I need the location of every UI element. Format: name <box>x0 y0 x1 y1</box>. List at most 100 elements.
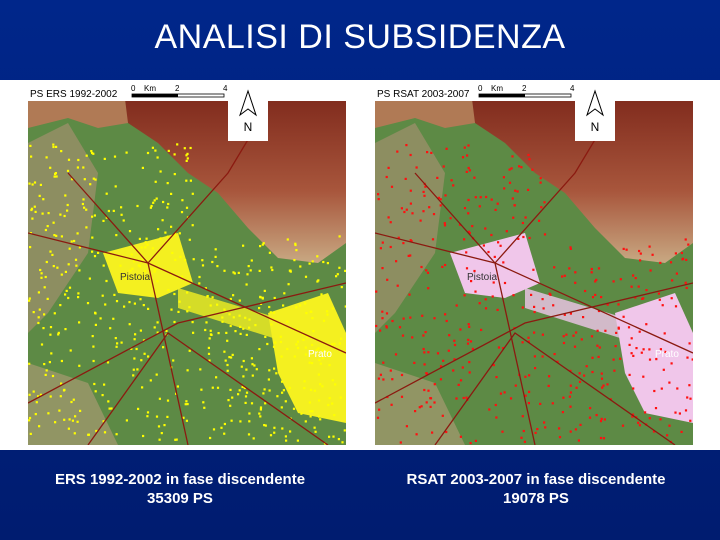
ps-point <box>612 280 615 283</box>
ps-point <box>67 296 70 300</box>
ps-point <box>91 151 94 155</box>
ps-point <box>615 331 618 334</box>
ps-point <box>666 434 669 437</box>
ps-point <box>157 228 160 231</box>
ps-point <box>651 253 654 256</box>
ps-point <box>56 266 59 269</box>
ps-point <box>203 406 206 409</box>
ps-point <box>473 269 476 273</box>
ps-point <box>308 262 311 265</box>
ps-point <box>496 202 499 205</box>
ps-point <box>556 360 559 363</box>
ps-point <box>467 230 471 233</box>
ps-point <box>313 426 316 429</box>
ps-point <box>385 326 388 329</box>
ps-point <box>467 166 470 170</box>
ps-point <box>214 255 217 258</box>
ps-point <box>328 435 331 438</box>
ps-point <box>223 432 226 435</box>
ps-point <box>86 302 90 305</box>
ps-point <box>602 437 606 440</box>
ps-point <box>192 331 195 334</box>
ps-point <box>233 272 236 275</box>
ps-point <box>321 357 324 360</box>
ps-point <box>644 411 647 414</box>
ps-point <box>563 274 566 277</box>
ps-point <box>174 258 177 261</box>
ps-point <box>379 373 382 376</box>
ps-point <box>304 420 307 423</box>
ps-point <box>258 412 261 415</box>
ps-point <box>294 243 297 247</box>
ps-point <box>668 424 671 427</box>
ps-point <box>285 439 288 442</box>
ps-point <box>304 275 308 278</box>
ps-point <box>201 264 205 267</box>
ps-point <box>140 359 143 362</box>
ps-point <box>88 277 91 280</box>
scale-label: 0 <box>478 84 483 93</box>
ps-point <box>400 373 404 377</box>
ps-point <box>399 441 402 444</box>
ps-point <box>216 303 219 306</box>
ps-point <box>146 415 149 418</box>
ps-point <box>568 267 571 270</box>
road <box>87 332 329 445</box>
ps-point <box>47 212 50 215</box>
ps-point <box>30 155 33 158</box>
ps-point <box>156 156 159 159</box>
ps-point <box>433 383 436 386</box>
ps-point <box>499 244 502 247</box>
ps-point <box>91 250 94 253</box>
ps-point <box>166 206 169 209</box>
ps-point <box>78 269 81 272</box>
ps-point <box>518 165 521 168</box>
ps-point <box>425 372 429 375</box>
ps-point <box>680 430 683 433</box>
ps-point <box>106 361 110 364</box>
ps-point <box>463 207 467 210</box>
ps-point <box>528 374 531 377</box>
ps-point <box>527 188 530 191</box>
ps-point <box>409 189 412 192</box>
ps-point <box>318 399 321 402</box>
ps-point <box>295 343 298 346</box>
ps-point <box>146 411 150 414</box>
ps-point <box>132 374 135 377</box>
ps-point <box>473 176 476 179</box>
ps-point <box>49 166 52 169</box>
ps-point <box>655 358 658 361</box>
ps-point <box>420 405 423 408</box>
ps-point <box>590 335 594 338</box>
ps-point <box>29 246 32 249</box>
ps-point <box>65 289 68 292</box>
ps-point <box>487 250 490 254</box>
ps-point <box>176 276 179 279</box>
ps-point <box>29 144 32 147</box>
ps-point <box>220 426 223 429</box>
ps-point <box>468 231 471 235</box>
ps-point <box>612 358 615 361</box>
ps-point <box>280 355 283 358</box>
ps-point <box>453 339 456 342</box>
ps-point <box>66 169 70 172</box>
ps-point <box>422 347 425 351</box>
ps-point <box>245 391 249 394</box>
ps-point <box>279 340 282 344</box>
ps-point <box>181 275 184 278</box>
north-arrow <box>239 89 257 117</box>
ps-point <box>77 158 80 162</box>
ps-point <box>578 380 582 383</box>
ps-point <box>387 216 390 219</box>
ps-point <box>441 265 444 268</box>
ps-point <box>562 335 565 338</box>
ps-point <box>39 183 42 186</box>
ps-point <box>49 250 52 253</box>
ps-point <box>114 337 117 340</box>
ps-point <box>553 266 556 269</box>
ps-point <box>67 158 71 161</box>
ps-point <box>72 398 75 401</box>
ps-point <box>501 347 505 350</box>
ps-point <box>422 210 425 213</box>
ps-point <box>248 326 251 329</box>
